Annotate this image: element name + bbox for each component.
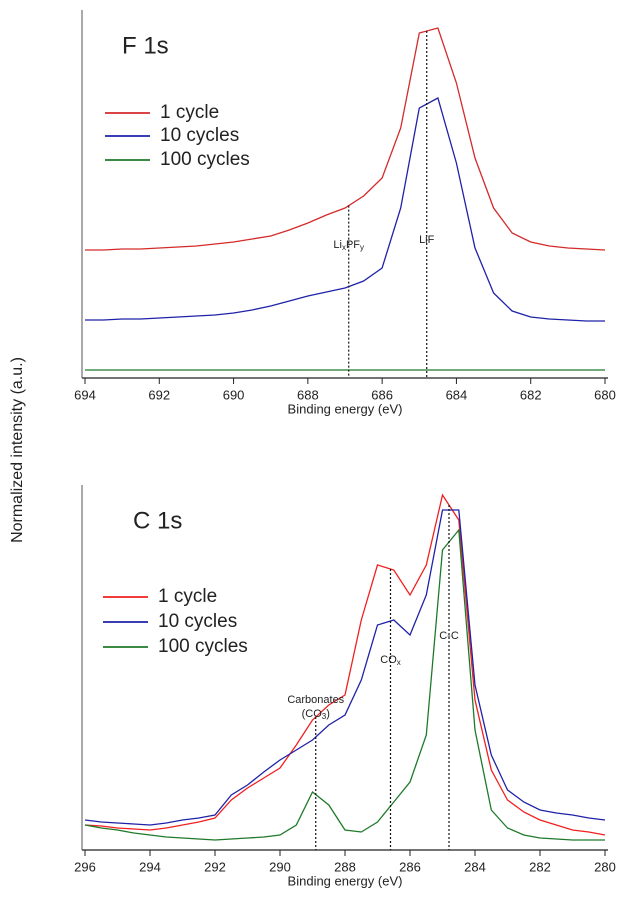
x-tick-label: 286 — [399, 859, 421, 874]
annotation-text: LiF — [419, 234, 435, 246]
x-tick-label: 692 — [148, 387, 170, 402]
x-tick-label: 284 — [464, 859, 486, 874]
x-tick-label: 690 — [223, 387, 245, 402]
annotation-label: C-C — [439, 630, 459, 642]
annotation-text: CO — [380, 654, 397, 666]
spectrum-line — [84, 509, 606, 826]
x-tick-label: 294 — [139, 859, 161, 874]
x-tick-label: 282 — [529, 859, 551, 874]
spectrum-line — [84, 493, 606, 836]
x-tick-label: 682 — [520, 387, 542, 402]
annotation-text: 3 — [322, 712, 327, 721]
annotation-text: y — [360, 243, 364, 252]
x-tick-label: 280 — [594, 859, 616, 874]
spectrum-line — [85, 97, 605, 322]
x-tick-label: 288 — [334, 859, 356, 874]
annotation-text: (CO — [302, 708, 323, 720]
spectrum-line — [84, 528, 605, 841]
annotation-text: x — [397, 658, 401, 667]
x-tick-label: 290 — [269, 859, 291, 874]
x-axis-label: Binding energy (eV) — [288, 401, 403, 416]
x-tick-label: 684 — [446, 387, 468, 402]
panel-title: F 1s — [122, 32, 169, 59]
legend-label: 1 cycle — [158, 586, 217, 607]
annotation-label: COx — [380, 654, 401, 667]
annotation-text: ) — [326, 708, 330, 720]
y-axis-label: Normalized intensity (a.u.) — [9, 357, 26, 543]
annotation-text: C-C — [439, 630, 459, 642]
x-tick-label: 296 — [74, 859, 96, 874]
annotation-text: x — [342, 243, 346, 252]
spectrum-line — [85, 27, 606, 251]
legend-label: 1 cycle — [160, 102, 219, 123]
legend-label: 100 cycles — [158, 636, 248, 657]
legend-label: 10 cycles — [160, 125, 239, 146]
annotation-text: Li — [333, 239, 342, 251]
annotation-label: Carbonates — [287, 694, 344, 706]
annotation-text: Carbonates — [287, 694, 344, 706]
x-tick-label: 694 — [74, 387, 96, 402]
x-tick-label: 686 — [371, 387, 393, 402]
x-axis-label: Binding energy (eV) — [288, 873, 403, 888]
x-tick-label: 292 — [204, 859, 226, 874]
legend-label: 10 cycles — [158, 611, 237, 632]
annotation-label: LixPFy — [333, 239, 364, 252]
x-tick-label: 688 — [297, 387, 319, 402]
annotation-text: PF — [346, 239, 360, 251]
annotation-label: LiF — [419, 234, 435, 246]
annotation-label: (CO3) — [302, 708, 330, 721]
panel-title: C 1s — [133, 507, 182, 534]
x-tick-label: 680 — [594, 387, 616, 402]
legend-label: 100 cycles — [160, 149, 250, 170]
